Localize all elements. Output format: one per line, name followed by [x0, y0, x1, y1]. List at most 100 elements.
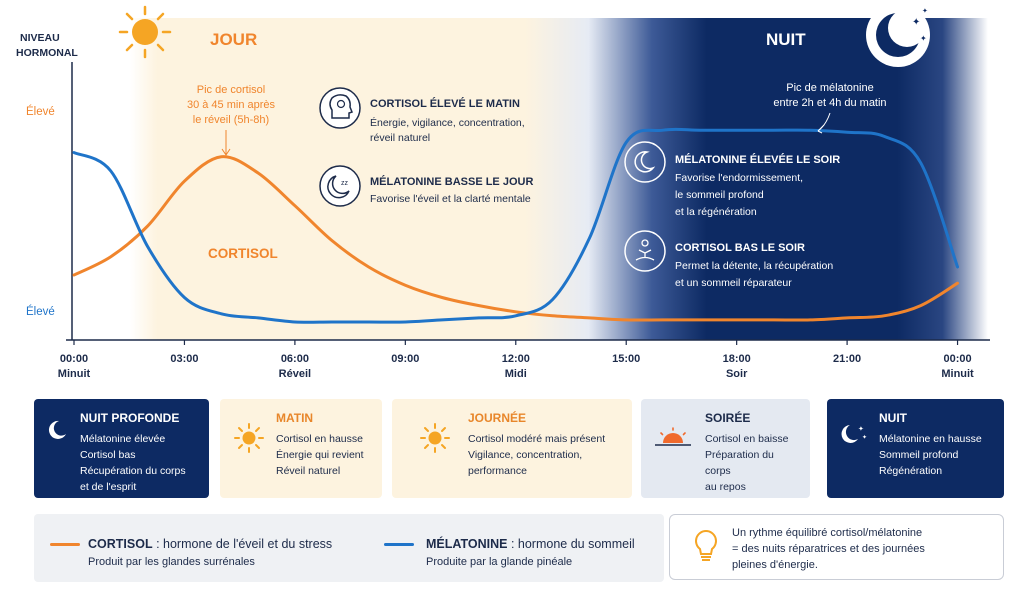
phase-matin: MATIN Cortisol en hausse Énergie qui rev…	[220, 399, 382, 498]
melatonin-legend-swatch	[384, 543, 414, 546]
info-title-4: CORTISOL BAS LE SOIR	[675, 242, 805, 254]
cortisol-peak-line-1: Pic de cortisol	[197, 84, 265, 96]
y-axis-title: NIVEAU	[20, 32, 60, 44]
phase-line: Récupération du corps	[80, 465, 186, 477]
info-cortisol-morning: CORTISOL ÉLEVÉ LE MATIN Énergie, vigilan…	[319, 87, 525, 144]
melatonin-legend-sub: Produite par la glande pinéale	[426, 556, 573, 568]
melatonin-peak-line-2: entre 2h et 4h du matin	[773, 97, 886, 109]
cortisol-legend-sub: Produit par les glandes surrénales	[88, 556, 255, 568]
phase-line: Préparation du corps	[705, 449, 774, 477]
svg-text:✦: ✦	[912, 17, 920, 28]
cortisol-peak-annotation: Pic de cortisol 30 à 45 min après le rév…	[187, 84, 276, 156]
info-title-3: MÉLATONINE ÉLEVÉE LE SOIR	[675, 153, 840, 166]
day-night-background	[80, 18, 988, 340]
phase-soiree: SOIRÉE Cortisol en baisse Préparation du…	[641, 399, 810, 498]
tip-text: Un rythme équilibré cortisol/mélatonine …	[732, 525, 992, 573]
phase-title: SOIRÉE	[705, 411, 751, 425]
info-line-2a: Favorise l'éveil et la clarté mentale	[370, 193, 531, 205]
cortisol-legend-desc: : hormone de l'éveil et du stress	[152, 537, 333, 551]
phase-title: NUIT	[879, 411, 907, 425]
info-line-4b: et un sommeil réparateur	[675, 277, 792, 289]
phase-line: performance	[468, 465, 527, 477]
sleep-face-icon: zz	[319, 165, 361, 207]
phase-line: Cortisol bas	[80, 449, 136, 461]
x-tick-sublabel: Réveil	[279, 368, 311, 380]
moon-stars-icon: ✦ ✦	[841, 425, 867, 443]
info-line-3c: et la régénération	[675, 206, 757, 218]
cortisol-legend-swatch	[50, 543, 80, 546]
svg-text:✦: ✦	[862, 434, 867, 441]
info-line-1b: réveil naturel	[370, 132, 430, 144]
cortisol-legend-title: CORTISOL : hormone de l'éveil et du stre…	[88, 537, 332, 551]
moon-icon	[48, 420, 66, 439]
x-tick-sublabel: Midi	[505, 368, 527, 380]
info-cortisol-evening: CORTISOL BAS LE SOIR Permet la détente, …	[624, 230, 833, 289]
phase-line: Régénération	[879, 465, 943, 477]
tip-line: pleines d'énergie.	[732, 559, 818, 571]
x-tick-label: 21:00	[833, 353, 861, 365]
phase-line: Sommeil profond	[879, 449, 959, 461]
sunset-icon	[655, 427, 691, 446]
info-line-3a: Favorise l'endormissement,	[675, 172, 803, 184]
cortisol-peak-line-2: 30 à 45 min après	[187, 99, 276, 111]
cortisol-curve-label: CORTISOL	[208, 246, 278, 261]
legend: CORTISOL : hormone de l'éveil et du stre…	[34, 514, 664, 582]
nuit-label: NUIT	[766, 30, 806, 49]
x-tick-label: 09:00	[391, 353, 419, 365]
svg-text:✦: ✦	[858, 425, 864, 433]
x-tick-label: 06:00	[281, 353, 309, 365]
melatonin-peak-annotation: Pic de mélatonine entre 2h et 4h du mati…	[773, 82, 887, 134]
phase-title: NUIT PROFONDE	[80, 411, 180, 425]
info-line-3b: le sommeil profond	[675, 189, 764, 201]
melatonin-legend-name: MÉLATONINE	[426, 537, 508, 551]
meditation-icon	[624, 230, 666, 272]
cortisol-curve	[72, 155, 959, 322]
moon-stars-icon: ✦ ✦ ✦	[866, 3, 930, 67]
x-tick-label: 18:00	[723, 353, 751, 365]
melatonin-legend-desc: : hormone du sommeil	[507, 537, 635, 551]
phase-nuit: ✦ ✦ NUIT Mélatonine en hausse Sommeil pr…	[827, 399, 1004, 498]
x-tick-sublabel: Minuit	[58, 368, 91, 380]
svg-text:✦: ✦	[920, 34, 927, 43]
svg-text:✦: ✦	[922, 7, 928, 15]
phase-line: et de l'esprit	[80, 481, 137, 493]
phase-nuit-profonde: NUIT PROFONDE Mélatonine élevée Cortisol…	[34, 399, 209, 498]
phase-line: Mélatonine élevée	[80, 433, 166, 445]
x-tick-sublabel: Minuit	[941, 368, 974, 380]
cortisol-high-label: Élevé	[26, 105, 55, 118]
phase-title: MATIN	[276, 411, 314, 425]
cortisol-peak-line-3: le réveil (5h-8h)	[193, 114, 269, 126]
info-title-2: MÉLATONINE BASSE LE JOUR	[370, 175, 533, 188]
info-melatonin-evening: MÉLATONINE ÉLEVÉE LE SOIR Favorise l'end…	[624, 141, 840, 218]
svg-text:zz: zz	[341, 180, 349, 187]
lightbulb-icon	[695, 529, 717, 561]
info-line-4a: Permet la détente, la récupération	[675, 260, 833, 272]
cortisol-legend-name: CORTISOL	[88, 537, 153, 551]
phase-line: Vigilance, concentration,	[468, 449, 583, 461]
sun-icon	[234, 423, 264, 453]
melatonin-curve	[72, 127, 959, 324]
x-tick-label: 15:00	[612, 353, 640, 365]
x-tick-label: 00:00	[60, 353, 88, 365]
phase-line: Énergie qui revient	[276, 449, 364, 461]
sun-icon	[420, 423, 450, 453]
melatonin-peak-line-1: Pic de mélatonine	[786, 82, 873, 94]
phase-line: Réveil naturel	[276, 465, 341, 477]
moon-icon	[624, 141, 666, 183]
info-title-1: CORTISOL ÉLEVÉ LE MATIN	[370, 97, 520, 110]
info-line-1a: Énergie, vigilance, concentration,	[370, 116, 525, 129]
phase-line: Cortisol en hausse	[276, 433, 363, 445]
melatonin-high-label: Élevé	[26, 305, 55, 318]
tip-line: = des nuits réparatrices et des journées	[732, 543, 925, 555]
tip-line: Un rythme équilibré cortisol/mélatonine	[732, 527, 923, 539]
sun-icon	[118, 5, 172, 59]
phase-line: Mélatonine en hausse	[879, 433, 982, 445]
x-tick-label: 00:00	[943, 353, 971, 365]
jour-label: JOUR	[210, 30, 257, 49]
y-axis-title-2: HORMONAL	[16, 47, 78, 59]
hormone-chart: JOUR NUIT ✦ ✦ ✦ NIVEAU HORMONAL Élevé Él…	[16, 3, 990, 380]
x-tick-label: 12:00	[502, 353, 530, 365]
brain-icon	[319, 87, 361, 129]
melatonin-legend-title: MÉLATONINE : hormone du sommeil	[426, 537, 635, 551]
phase-journee: JOURNÉE Cortisol modéré mais présent Vig…	[392, 399, 632, 498]
